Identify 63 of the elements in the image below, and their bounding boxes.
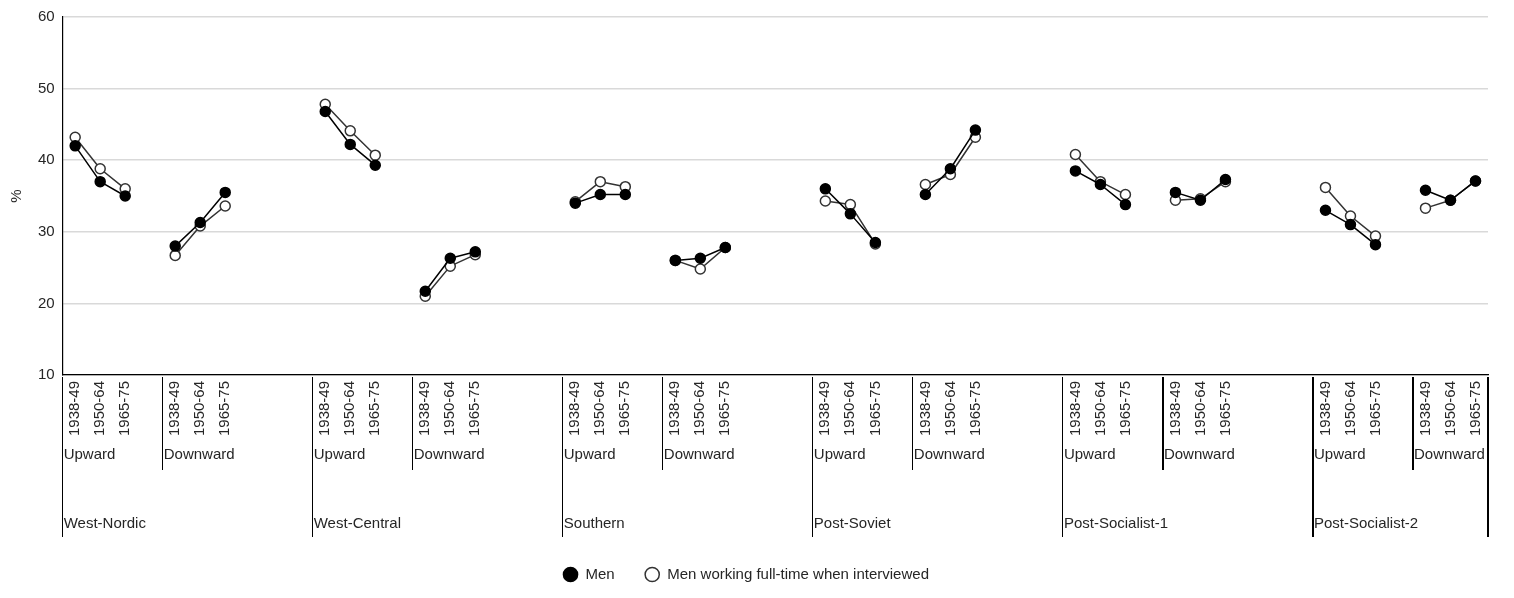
x-tick-label: 1965-75	[1115, 380, 1133, 437]
text: Upward	[1313, 444, 1366, 464]
text: Downward	[913, 444, 985, 464]
y-axis-title: %	[7, 189, 25, 203]
x-tick-label: 1938-49	[415, 380, 433, 437]
x-tick-label: 1938-49	[815, 380, 833, 437]
x-tick-label: 1950-64	[190, 380, 208, 437]
x-tick-label: 1938-49	[65, 380, 83, 437]
x-tick-label: 1965-75	[365, 380, 383, 437]
x-tick-label: 1938-49	[1415, 380, 1433, 437]
text: Post-Socialist-1	[1063, 513, 1169, 533]
legend-label: Men working full-time when interviewed	[667, 564, 929, 582]
text: Post-Soviet	[813, 513, 891, 533]
y-tick-label: 30	[38, 221, 55, 239]
x-tick-label: 1965-75	[215, 380, 233, 437]
y-tick-label: 50	[38, 78, 55, 96]
x-tick-label: 1965-75	[115, 380, 133, 437]
x-tick-label: 1950-64	[90, 380, 108, 437]
text: Downward	[163, 444, 235, 464]
x-tick-label: 1938-49	[665, 380, 683, 437]
x-tick-label: 1950-64	[1340, 380, 1358, 437]
x-tick-label: 1965-75	[615, 380, 633, 437]
x-tick-label: 1965-75	[715, 380, 733, 437]
text: Upward	[63, 444, 116, 464]
text: West-Nordic	[63, 513, 146, 533]
text: Southern	[563, 513, 625, 533]
text: Downward	[663, 444, 735, 464]
y-tick-label: 20	[38, 293, 55, 311]
text: Upward	[563, 444, 616, 464]
text: Post-Socialist-2	[1313, 513, 1419, 533]
x-tick-label: 1965-75	[465, 380, 483, 437]
x-tick-label: 1950-64	[690, 380, 708, 437]
x-tick-label: 1938-49	[565, 380, 583, 437]
text: West-Central	[313, 513, 401, 533]
y-tick-label: 10	[38, 365, 55, 383]
x-tick-label: 1950-64	[1440, 380, 1458, 437]
x-tick-label: 1965-75	[1465, 380, 1483, 437]
x-tick-label: 1950-64	[840, 380, 858, 437]
x-tick-label: 1950-64	[590, 380, 608, 437]
x-tick-label: 1965-75	[965, 380, 983, 437]
text: Downward	[1163, 444, 1235, 464]
x-tick-label: 1950-64	[440, 380, 458, 437]
text: Downward	[413, 444, 485, 464]
x-tick-label: 1965-75	[1365, 380, 1383, 437]
x-tick-label: 1950-64	[340, 380, 358, 437]
x-tick-label: 1938-49	[165, 380, 183, 437]
x-tick-label: 1938-49	[915, 380, 933, 437]
text: Upward	[813, 444, 866, 464]
x-tick-label: 1938-49	[1065, 380, 1083, 437]
legend-label: Men	[585, 564, 615, 582]
x-tick-label: 1950-64	[1090, 380, 1108, 437]
text: Upward	[1063, 444, 1116, 464]
x-tick-label: 1938-49	[1315, 380, 1333, 437]
y-tick-label: 40	[38, 150, 55, 168]
text: Upward	[313, 444, 366, 464]
x-tick-label: 1950-64	[1190, 380, 1208, 437]
x-tick-label: 1965-75	[865, 380, 883, 437]
text: Downward	[1413, 444, 1485, 464]
x-tick-label: 1938-49	[315, 380, 333, 437]
x-tick-label: 1965-75	[1215, 380, 1233, 437]
y-tick-label: 60	[38, 7, 55, 25]
x-tick-label: 1938-49	[1165, 380, 1183, 437]
x-tick-label: 1950-64	[940, 380, 958, 437]
